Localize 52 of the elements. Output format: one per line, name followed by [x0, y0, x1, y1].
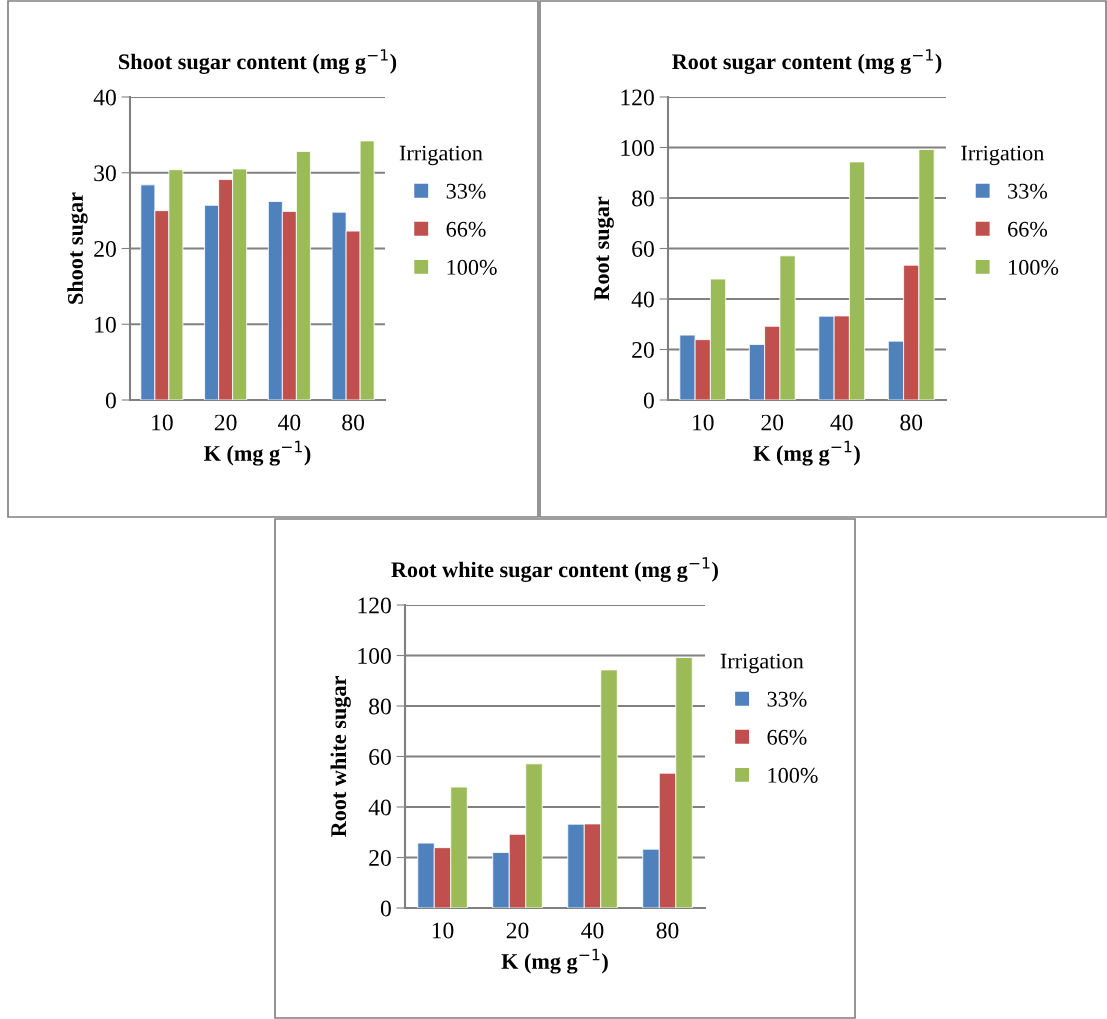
legend-label: 33% — [1008, 183, 1048, 199]
x-tick-label: 40 — [830, 414, 853, 431]
chart-title: Root sugar content (mg g$^{−1}$) — [672, 49, 942, 74]
x-tick-label: 40 — [278, 414, 301, 431]
legend-label: 66% — [1008, 221, 1048, 237]
legend-label: 100% — [1009, 259, 1059, 275]
y-tick-label: 40 — [93, 89, 116, 106]
x-tick-label: 80 — [656, 922, 679, 939]
legend-title: Irrigation — [720, 653, 804, 674]
chart-title: Shoot sugar content (mg g$^{−1}$) — [119, 49, 397, 74]
y-tick-label: 120 — [621, 89, 654, 106]
y-tick-label: 30 — [94, 165, 116, 182]
y-tick-label: 80 — [632, 190, 654, 207]
legend-label: 100% — [447, 259, 497, 275]
y-tick-label: 100 — [621, 139, 654, 156]
legend-label: 66% — [446, 221, 486, 237]
x-axis-title: K (mg g$^{−1}$) — [501, 948, 608, 974]
y-tick-label: 0 — [380, 900, 391, 917]
legend-label: 33% — [767, 691, 807, 707]
y-tick-label: 0 — [105, 392, 116, 409]
y-tick-label: 20 — [632, 341, 654, 358]
y-tick-label: 20 — [94, 240, 116, 257]
y-axis-title: Root sugar — [594, 196, 614, 301]
legend-title: Irrigation — [399, 145, 483, 166]
legend-label: 33% — [446, 183, 486, 199]
y-tick-label: 100 — [358, 647, 391, 664]
x-tick-label: 10 — [693, 414, 714, 431]
x-tick-label: 80 — [900, 414, 923, 431]
chart-title: Root white sugar content (mg g$^{−1}$) — [391, 557, 718, 582]
x-axis-title: K (mg g$^{−1}$) — [203, 440, 311, 466]
x-tick-label: 40 — [581, 922, 604, 939]
y-tick-label: 10 — [95, 316, 116, 333]
y-axis-title: Shoot sugar — [67, 192, 88, 304]
y-axis-title: Root white sugar — [330, 676, 351, 837]
x-tick-label: 10 — [152, 414, 173, 431]
x-tick-label: 10 — [432, 922, 454, 939]
y-tick-label: 40 — [368, 799, 391, 816]
x-tick-label: 20 — [214, 414, 237, 431]
x-tick-label: 20 — [761, 414, 784, 431]
y-tick-label: 20 — [369, 849, 391, 866]
legend-title: Irrigation — [961, 145, 1045, 166]
y-tick-label: 60 — [632, 240, 654, 257]
legend-label: 66% — [767, 729, 807, 745]
y-tick-label: 60 — [369, 748, 391, 765]
legend-label: 100% — [768, 767, 818, 783]
x-tick-label: 80 — [342, 414, 365, 431]
x-axis-title: K (mg g$^{−1}$) — [753, 440, 860, 466]
y-tick-label: 80 — [369, 698, 391, 715]
y-tick-label: 40 — [631, 291, 654, 308]
x-tick-label: 20 — [506, 922, 529, 939]
y-tick-label: 120 — [358, 597, 391, 614]
y-tick-label: 0 — [643, 392, 654, 409]
